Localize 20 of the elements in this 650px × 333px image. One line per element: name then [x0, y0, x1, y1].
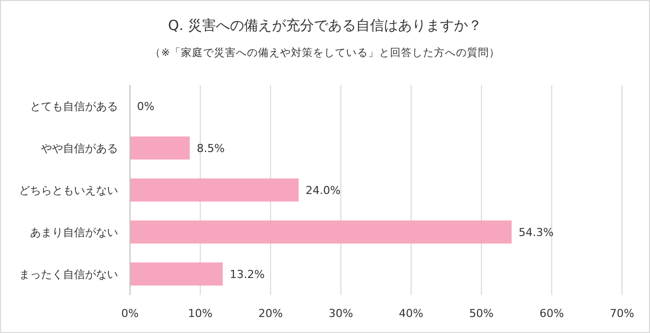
- data-label: 8.5%: [196, 142, 225, 155]
- x-tick-label: 0%: [121, 307, 139, 320]
- x-tick-label: 20%: [258, 307, 283, 320]
- x-tick-label: 10%: [188, 307, 213, 320]
- chart-subtitle: （※「家庭で災害への備えや対策をしている」と回答した方への質問）: [150, 46, 500, 59]
- data-label: 13.2%: [230, 268, 265, 281]
- x-tick-label: 40%: [398, 307, 424, 320]
- data-label: 0%: [137, 100, 154, 113]
- x-tick-label: 30%: [328, 307, 354, 320]
- chart-title: Q. 災害への備えが充分である自信はありますか？: [168, 18, 482, 34]
- data-label: 54.3%: [518, 226, 554, 239]
- y-tick-label: どちらともいえない: [19, 184, 118, 197]
- x-tick-label: 60%: [539, 307, 564, 320]
- y-tick-label: とても自信がある: [30, 100, 118, 113]
- y-tick-label: まったく自信がない: [19, 268, 118, 281]
- y-tick-label: あまり自信がない: [30, 226, 118, 239]
- x-tick-label: 70%: [610, 307, 634, 320]
- x-tick-label: 50%: [469, 307, 494, 320]
- data-label: 24.0%: [306, 184, 341, 197]
- y-tick-label: やや自信がある: [41, 142, 118, 155]
